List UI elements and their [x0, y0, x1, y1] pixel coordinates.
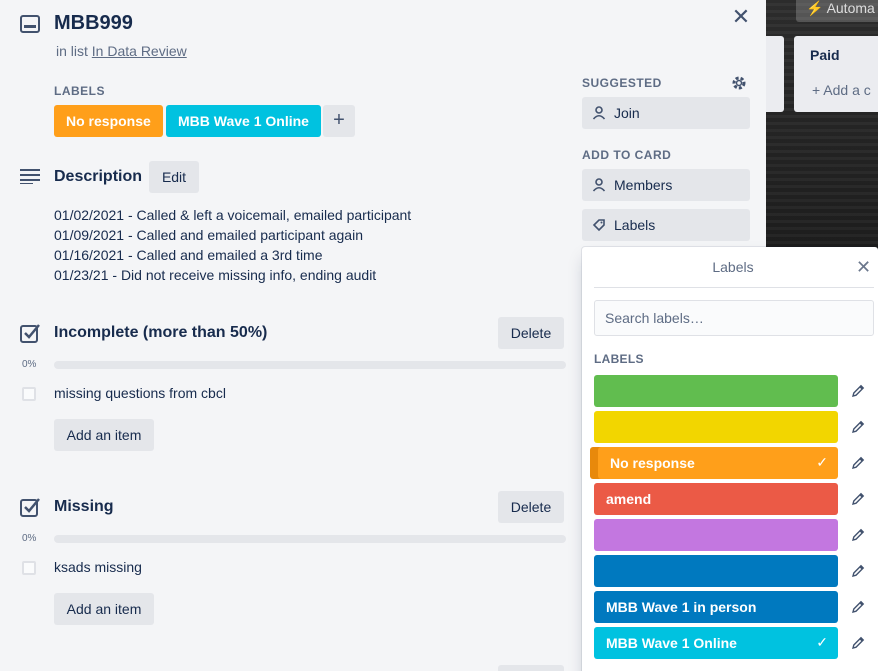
label-option-blue[interactable] — [594, 555, 838, 587]
members-label: Members — [614, 177, 673, 193]
label-option-mbb-wave-1-in-person[interactable]: MBB Wave 1 in person — [594, 591, 838, 623]
checklist-icon — [20, 324, 40, 343]
edit-description-button[interactable]: Edit — [149, 161, 199, 193]
checklist-item[interactable]: missing questions from cbcl — [54, 385, 226, 401]
labels-heading: LABELS — [54, 84, 105, 98]
description-line: 01/16/2021 - Called and emailed a 3rd ti… — [54, 247, 323, 263]
gear-icon[interactable] — [731, 75, 747, 91]
checklist-item-checkbox[interactable] — [22, 387, 36, 401]
label-option-green[interactable] — [594, 375, 838, 407]
pencil-icon[interactable] — [850, 527, 866, 543]
checklist-icon — [20, 498, 40, 517]
description-line: 01/09/2021 - Called and emailed particip… — [54, 227, 363, 243]
label-option-text: No response — [610, 455, 695, 471]
person-icon — [592, 106, 606, 120]
add-item-button[interactable]: Add an item — [54, 593, 154, 625]
checklist-title[interactable]: Missing — [54, 498, 114, 515]
pencil-icon[interactable] — [850, 455, 866, 471]
description-icon — [20, 169, 40, 184]
search-labels-input[interactable] — [594, 300, 874, 336]
suggested-heading: SUGGESTED — [582, 76, 662, 90]
popover-divider — [594, 287, 874, 288]
label-no-response[interactable]: No response — [54, 105, 163, 137]
card-title[interactable]: MBB999 — [54, 12, 133, 34]
checklist-item[interactable]: ksads missing — [54, 559, 142, 575]
labels-label: Labels — [614, 217, 656, 233]
in-list-prefix: in list — [56, 43, 88, 59]
label-option-text: amend — [606, 491, 652, 507]
description-line: 01/02/2021 - Called & left a voicemail, … — [54, 207, 412, 223]
add-to-card-heading: ADD TO CARD — [582, 148, 672, 162]
board-list-paid[interactable]: Paid + Add a c — [794, 36, 878, 112]
description-line: 01/23/21 - Did not receive missing info,… — [54, 267, 377, 283]
close-icon[interactable]: ✕ — [731, 4, 751, 29]
delete-checklist-button[interactable]: Delete — [498, 491, 564, 523]
pencil-icon[interactable] — [850, 383, 866, 399]
label-mbb-wave-1-online[interactable]: MBB Wave 1 Online — [166, 105, 321, 137]
list-title: Paid — [810, 47, 840, 63]
description-heading: Description — [54, 168, 143, 185]
checklist-percent: 0% — [22, 533, 37, 544]
list-link[interactable]: In Data Review — [91, 43, 187, 59]
label-option-no-response[interactable]: No response ✓ — [598, 447, 838, 479]
check-icon: ✓ — [816, 634, 828, 650]
label-option-text: MBB Wave 1 in person — [606, 599, 757, 615]
popover-labels-heading: LABELS — [594, 352, 644, 366]
card-list-info: in list In Data Review — [56, 43, 187, 59]
members-button[interactable]: Members — [582, 169, 750, 201]
add-label-button[interactable]: + — [323, 105, 355, 137]
board-list-edge — [766, 36, 784, 112]
automation-button[interactable]: ⚡ Automa — [796, 0, 878, 22]
label-option-purple[interactable] — [594, 519, 838, 551]
label-option-amend[interactable]: amend — [594, 483, 838, 515]
labels-popover: Labels ✕ LABELS No response ✓ amend MBB … — [582, 247, 878, 671]
checklist-percent: 0% — [22, 359, 37, 370]
label-option-mbb-wave-1-online[interactable]: MBB Wave 1 Online ✓ — [594, 627, 838, 659]
label-option-text: MBB Wave 1 Online — [606, 635, 737, 651]
add-card-button[interactable]: + Add a c — [812, 82, 871, 98]
automation-label: Automa — [826, 0, 875, 16]
delete-checklist-button-partial[interactable] — [498, 665, 564, 671]
tag-icon — [592, 219, 605, 232]
label-option-yellow[interactable] — [594, 411, 838, 443]
delete-checklist-button[interactable]: Delete — [498, 317, 564, 349]
pencil-icon[interactable] — [850, 491, 866, 507]
pencil-icon[interactable] — [850, 635, 866, 651]
checklist-title[interactable]: Incomplete (more than 50%) — [54, 324, 268, 341]
labels-button[interactable]: Labels — [582, 209, 750, 241]
card-icon — [20, 15, 40, 33]
checklist-progress-bar — [54, 361, 566, 369]
check-icon: ✓ — [816, 454, 828, 470]
pencil-icon[interactable] — [850, 563, 866, 579]
checklist-progress-bar — [54, 535, 566, 543]
join-label: Join — [614, 105, 640, 121]
add-item-button[interactable]: Add an item — [54, 419, 154, 451]
join-button[interactable]: Join — [582, 97, 750, 129]
pencil-icon[interactable] — [850, 419, 866, 435]
person-icon — [592, 178, 606, 192]
close-icon[interactable]: ✕ — [856, 257, 872, 277]
checklist-item-checkbox[interactable] — [22, 561, 36, 575]
popover-title: Labels — [712, 259, 754, 275]
pencil-icon[interactable] — [850, 599, 866, 615]
